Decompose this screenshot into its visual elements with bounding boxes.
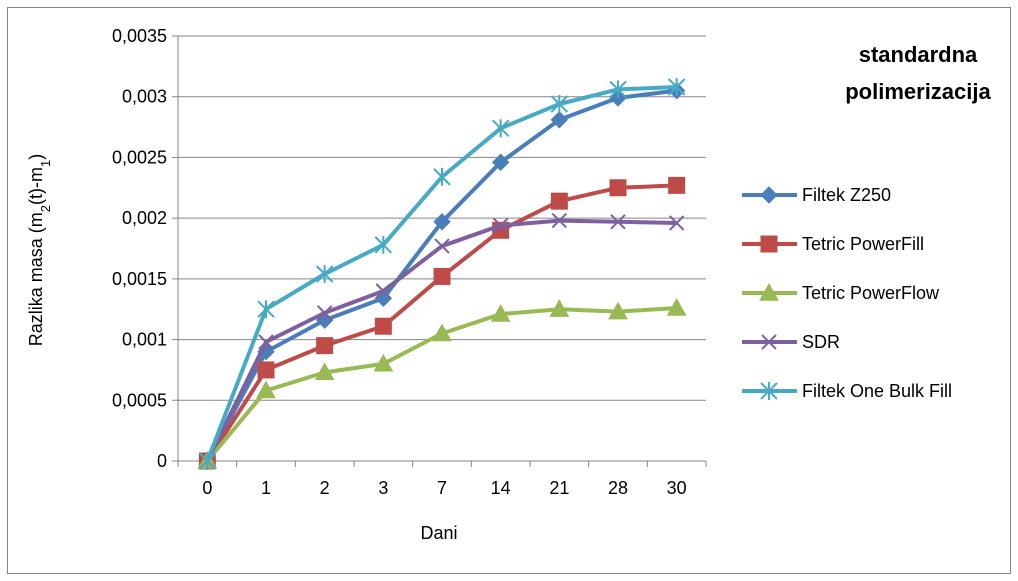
x-tick-label: 28 [608, 478, 628, 498]
axes: 0 0,0005 0,001 0,0015 0,002 0,0025 0,003 0,0035… [112, 26, 707, 498]
x-tick-label: 3 [378, 478, 388, 498]
legend-item: Tetric PowerFlow [742, 282, 940, 303]
data-point [433, 267, 451, 285]
series-3 [199, 212, 685, 469]
legend-label: Filtek Z250 [802, 185, 891, 205]
data-point [550, 95, 569, 113]
legend-item: Tetric PowerFill [742, 234, 924, 254]
data-point [316, 305, 333, 321]
legend-marker [759, 282, 779, 301]
data-point [257, 361, 275, 379]
x-tick-label: 1 [261, 478, 271, 498]
y-tick-label: 0,002 [122, 208, 167, 228]
data-point [550, 192, 568, 210]
legend-marker [761, 334, 777, 350]
data-point [432, 323, 452, 342]
y-tick-label: 0,0035 [112, 26, 167, 46]
chart-area [7, 7, 1011, 574]
data-point [198, 452, 217, 470]
legend-item: Filtek One Bulk Fill [742, 381, 952, 401]
data-point [668, 176, 686, 194]
y-tick-label: 0,0025 [112, 147, 167, 167]
data-point [373, 353, 394, 372]
data-point [608, 301, 628, 320]
legend: Filtek Z250 Tetric PowerFill Tetric PowerF… [742, 185, 952, 401]
series-2 [197, 297, 687, 469]
data-point [374, 235, 393, 254]
chart-title-line-2: polimerizacija [845, 79, 991, 104]
x-tick-label: 7 [437, 478, 447, 498]
data-point [433, 167, 451, 186]
data-point [491, 153, 510, 171]
x-tick-label: 2 [320, 478, 330, 498]
data-point [549, 299, 570, 317]
data-point [374, 317, 392, 335]
legend-item: Filtek Z250 [742, 185, 891, 205]
data-point [609, 80, 627, 99]
y-tick-label: 0,003 [122, 87, 167, 107]
data-point [314, 362, 335, 381]
data-point [433, 213, 451, 231]
data-point [609, 179, 627, 197]
data-point [668, 215, 685, 231]
x-axis-title: Dani [420, 523, 457, 543]
series-1 [198, 176, 686, 470]
data-point [434, 238, 450, 254]
data-point [492, 217, 509, 234]
legend-label: SDR [802, 332, 840, 352]
data-point [551, 212, 568, 229]
y-tick-label: 0 [157, 451, 167, 471]
x-tick-label: 14 [491, 478, 511, 498]
x-tick-label: 21 [549, 478, 569, 498]
data-point [316, 337, 334, 355]
data-point [610, 214, 626, 230]
y-tick-label: 0,0015 [112, 269, 167, 289]
chart-title-line-1: standardna [859, 42, 978, 67]
series-lines [197, 78, 687, 470]
data-point [257, 300, 275, 319]
legend-marker [760, 235, 778, 253]
legend-label: Filtek One Bulk Fill [802, 381, 952, 401]
series-4 [198, 78, 686, 470]
data-point [258, 334, 274, 350]
data-point [666, 297, 687, 316]
data-point [490, 304, 511, 322]
y-tick-label: 0,0005 [112, 390, 167, 410]
data-point [550, 111, 569, 129]
x-tick-label: 0 [202, 478, 212, 498]
data-point [667, 78, 686, 96]
y-tick-label: 0,001 [122, 330, 167, 350]
legend-marker [760, 382, 778, 400]
y-axis-title: Razlika masa (m2(t)-m1) [26, 154, 53, 346]
data-point [375, 283, 392, 299]
data-point [256, 380, 276, 399]
x-tick-label: 30 [667, 478, 687, 498]
legend-label: Tetric PowerFill [802, 234, 924, 254]
legend-item: SDR [742, 332, 840, 352]
legend-marker [760, 186, 778, 204]
data-point [315, 265, 334, 283]
data-point [491, 119, 510, 138]
legend-label: Tetric PowerFlow [802, 283, 940, 303]
